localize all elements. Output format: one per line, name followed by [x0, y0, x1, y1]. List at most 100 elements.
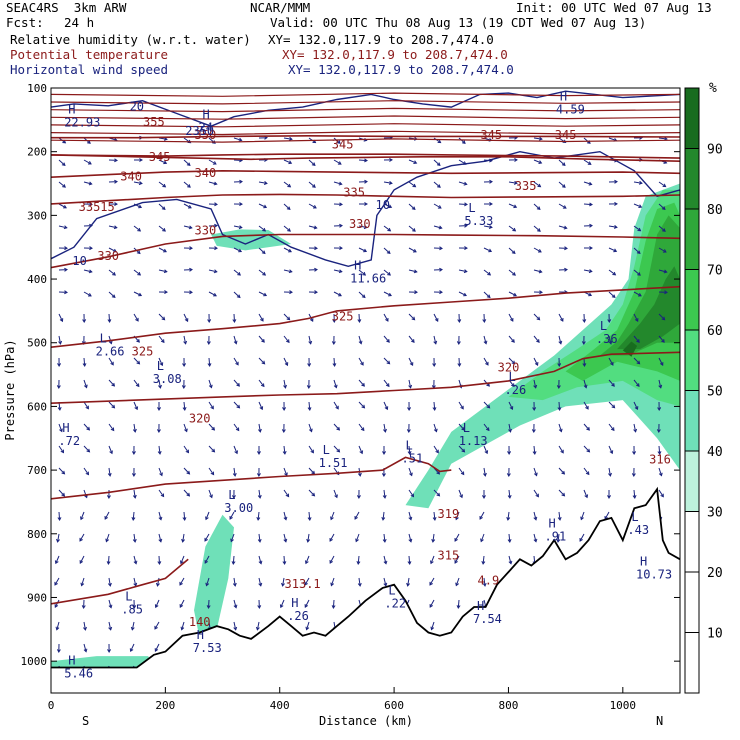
wind-vector-head [306, 538, 311, 543]
wind-vector [154, 621, 160, 630]
wind-vector-head [386, 360, 391, 365]
wind-vector-head [409, 472, 413, 477]
wind-vector [308, 181, 316, 188]
wind-vector-head [439, 267, 443, 272]
wind-vector-head [63, 204, 67, 209]
wind-vector-head [634, 318, 639, 322]
wind-vector-head [57, 517, 62, 521]
theta-upper-contour [51, 100, 680, 105]
x-tick-label: 800 [499, 699, 519, 712]
wind-vector-head [258, 560, 263, 565]
wind-vector [608, 357, 614, 366]
wind-vector-head [460, 471, 465, 476]
wind-vector-head [237, 272, 241, 276]
wind-vector [206, 577, 210, 586]
wind-vector [432, 533, 435, 542]
wind-vector [508, 181, 517, 184]
wind-vector-head [331, 341, 336, 345]
wind-vector [133, 313, 139, 322]
wind-vector-head [585, 405, 589, 410]
wind-vector-head [388, 292, 392, 297]
wind-vector-head [588, 269, 593, 274]
wind-vector [182, 533, 185, 542]
wind-vector-head [479, 515, 483, 520]
wind-vector-head [129, 648, 134, 653]
wind-vector [58, 225, 67, 229]
wind-vector [533, 467, 538, 476]
wind-vector-head [435, 449, 439, 454]
wind-vector [229, 511, 235, 520]
wind-vector-head [107, 649, 112, 653]
wind-vector [233, 599, 237, 608]
wind-vector-head [464, 246, 468, 251]
wind-vector-head [109, 450, 113, 455]
extremum-low-marker: L [228, 488, 235, 502]
wind-vector-head [589, 246, 593, 251]
wind-vector-head [330, 582, 335, 587]
wind-vector [533, 203, 541, 210]
wind-vector [157, 577, 160, 586]
wind-vector-head [632, 494, 637, 499]
wind-vector-head [84, 494, 88, 499]
wind-vector-head [304, 581, 308, 586]
wind-vector [333, 269, 342, 273]
wind-vector-head [633, 428, 638, 433]
wind-vector-head [614, 201, 618, 206]
wind-vector-head [163, 269, 168, 274]
wind-vector [580, 511, 585, 520]
wind-vector-head [434, 318, 439, 322]
extremum-high-marker: H [477, 599, 484, 613]
wind-vector-head [384, 406, 389, 411]
wind-vector [258, 577, 262, 586]
wind-vector [283, 555, 286, 565]
x-tick-label: 400 [270, 699, 290, 712]
wind-vector [208, 181, 217, 185]
wind-vector-head [310, 449, 314, 454]
wind-vector-head [636, 383, 640, 387]
wind-vector [433, 203, 442, 209]
wind-vector-head [286, 316, 291, 321]
colorbar-segment [685, 148, 699, 209]
wind-vector [508, 489, 511, 498]
wind-vector-head [108, 604, 113, 609]
wind-vector [633, 489, 636, 499]
wind-vector-head [658, 472, 663, 477]
wind-vector-head [436, 162, 441, 167]
wind-vector-head [387, 227, 392, 232]
wind-vector [308, 225, 317, 229]
terrain-line [51, 486, 680, 669]
wind-vector [458, 445, 465, 453]
wind-vector [158, 269, 167, 273]
wind-vector-head [107, 473, 112, 477]
wind-vector [258, 225, 266, 232]
wind-vector [308, 489, 315, 497]
wind-vector [158, 181, 166, 188]
wind-vector-head [364, 158, 368, 163]
wind-vector-head [308, 340, 313, 345]
wind-vector-head [362, 271, 367, 276]
wind-vector-head [584, 494, 589, 499]
colorbar-tick-label: 60 [707, 324, 723, 339]
wind-vector-head [412, 228, 416, 232]
wind-vector [308, 203, 317, 209]
wind-vector-head [408, 538, 413, 543]
wind-vector-head [464, 202, 468, 207]
wind-vector-head [263, 181, 268, 185]
wind-vector-head [87, 161, 92, 165]
wind-vector [583, 269, 592, 272]
wind-vector-head [312, 184, 316, 188]
wind-vector-head [282, 693, 285, 696]
theta-upper-contour [51, 138, 680, 143]
extremum-value: 5.33 [464, 214, 493, 228]
wind-vector [433, 489, 440, 497]
wind-vector-head [636, 250, 641, 255]
contour-label: 345 [480, 128, 502, 142]
wind-vector [433, 313, 439, 322]
wind-vector-head [513, 204, 518, 209]
wind-vector-head [361, 404, 366, 409]
wind-vector [433, 335, 437, 344]
colorbar-segment [685, 632, 699, 693]
wind-vector [133, 181, 142, 184]
wind-vector [58, 159, 66, 166]
wind-vector-head [430, 560, 434, 565]
